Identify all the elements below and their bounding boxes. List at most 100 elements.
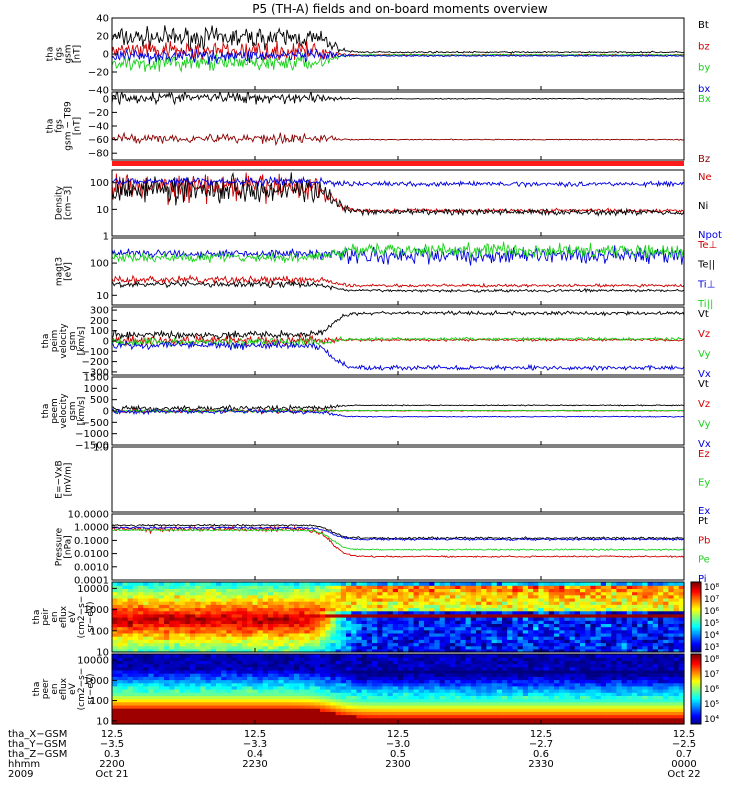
ylabel-line: eV — [68, 682, 78, 695]
ytick-label: 10000 — [77, 656, 109, 667]
colorbar-tick-label: 10⁴ — [704, 715, 719, 725]
ytick-label: 500 — [90, 395, 109, 406]
ylabel-line: peem — [50, 398, 60, 424]
ylabel-line: fgs — [55, 47, 65, 61]
ytick-label: 300 — [90, 306, 109, 317]
panel-8-traces — [112, 523, 684, 559]
time-axis-row-label: tha_Y−GSM — [8, 739, 67, 750]
legend-8-2: Pb — [698, 535, 710, 546]
ytick-label: −200 — [82, 357, 109, 368]
series-vy-line — [112, 408, 684, 415]
legend-4-3: Ti⊥ — [697, 279, 715, 290]
colorbar-tick-label: 10⁵ — [704, 700, 719, 710]
ylabel-line: (cm2−s− — [77, 596, 87, 639]
ylabel-line: gsm — [68, 331, 78, 350]
series-npot-line — [112, 175, 684, 189]
time-axis-value: Oct 21 — [95, 769, 128, 780]
ytick-label: 100 — [90, 326, 109, 337]
ylabel-line: [mV/m] — [64, 463, 74, 497]
series-vz-line — [112, 333, 684, 347]
legend-3-1: Ne — [698, 172, 712, 183]
ytick-label: 20 — [96, 32, 109, 43]
ytick-label: 10000 — [77, 584, 109, 595]
time-axis-row-label: hhmm — [8, 759, 40, 770]
ytick-label: 0 — [103, 407, 109, 418]
ytick-label: −1000 — [75, 429, 109, 440]
legend-6-1: Vt — [698, 379, 709, 390]
series-bt-line — [112, 25, 684, 54]
time-axis-value: 2230 — [242, 759, 267, 770]
ylabel-line: eflux — [59, 605, 69, 628]
ylabel-line: gsm − T89 — [64, 101, 74, 151]
ytick-label: 40 — [96, 14, 109, 25]
ylabel-line: peer — [41, 678, 51, 699]
ytick-label: 0 — [103, 50, 109, 61]
legend-6-2: Vz — [698, 399, 710, 410]
ytick-label: 1000 — [84, 676, 109, 687]
ytick-label: −40 — [88, 122, 109, 133]
ylabel-line: [nT] — [73, 45, 83, 63]
legend-8-4: Pi — [698, 574, 707, 585]
ylabel-line: E=−VxB — [55, 460, 65, 498]
colorbar-tick-label: 10⁵ — [704, 619, 719, 629]
series-ni-line — [112, 171, 684, 217]
time-axis-row-label: tha_X−GSM — [8, 729, 67, 740]
panel-frame — [111, 306, 685, 376]
ytick-label: −80 — [88, 149, 109, 160]
series-vt-line — [112, 309, 684, 340]
time-axis-value: 12.5 — [673, 729, 695, 740]
ytick-label: 0.1000 — [74, 536, 109, 547]
ytick-label: 100 — [90, 696, 109, 707]
ytick-label: −40 — [88, 86, 109, 97]
ylabel-line: tha — [32, 682, 42, 697]
ylabel-line: eV — [68, 610, 78, 623]
time-axis-value: 2300 — [385, 759, 410, 770]
ytick-label: 1000 — [84, 605, 109, 616]
colorbar: 10⁸ 10⁷ 10⁶ 10⁵ 10⁴ — [690, 653, 719, 725]
ytick-label: 0.0001 — [74, 576, 109, 587]
ylabel-line: velocity — [59, 323, 69, 359]
ytick-label: 0 — [103, 337, 109, 348]
time-axis-value: 0.5 — [390, 749, 406, 760]
series-te-line — [112, 279, 684, 294]
ytick-label: 10 — [96, 205, 109, 216]
colorbar-tick-label: 10³ — [704, 643, 719, 653]
time-axis-row-label: tha_Z−GSM — [8, 749, 67, 760]
ylabel-line: tha — [41, 334, 51, 349]
colorbar-tick-label: 10⁸ — [704, 655, 719, 665]
legend-2-2: Bz — [698, 154, 710, 165]
time-axis-value: 0.3 — [104, 749, 120, 760]
ylabel-line: [nPa] — [64, 535, 74, 558]
colorbar-tick-label: 10⁶ — [704, 607, 719, 617]
panel-frame — [111, 513, 685, 581]
ylabel-line: peim — [50, 330, 60, 353]
panel-1: Bt bz by bx 40 20 0 −20 −40 tha fgs gsm [nT] — [46, 14, 711, 97]
ylabel-line: gsm — [64, 44, 74, 63]
legend-3-3: Npot — [698, 230, 722, 241]
time-axis-value: 2200 — [99, 759, 124, 770]
legend-5-3: Vy — [698, 349, 711, 360]
ytick-label: −1500 — [75, 441, 109, 452]
colorbar-tick-label: 10⁴ — [704, 631, 719, 641]
panel-1-traces — [112, 25, 684, 73]
ylabel-line: eflux — [59, 677, 69, 700]
ylabel-line: (cm2−s− — [77, 668, 87, 711]
time-axis-value: −3.0 — [386, 739, 410, 750]
legend-7-1: Ez — [698, 449, 710, 460]
legend-6-3: Vy — [698, 419, 711, 430]
panel-frame — [111, 237, 685, 306]
ytick-label: −300 — [82, 367, 109, 378]
series-bx-line — [112, 48, 684, 65]
ylabel-line: tha — [46, 119, 56, 134]
legend-3-2: Ni — [698, 201, 708, 212]
colorbar-tick-label: 10⁷ — [704, 595, 719, 605]
panel-frame — [111, 91, 685, 161]
series-ti-line — [112, 241, 684, 264]
panel-8: Pt Pb Pe Pi 10.0000 1.0000 0.1000 0.0100 0.0010 0… — [55, 510, 711, 587]
panel-3: Ne Ni Npot 100 10 1 Density [cm−3] — [55, 169, 722, 243]
series-vt-line — [112, 403, 684, 413]
time-axis-value: 12.5 — [101, 729, 123, 740]
legend-1-2: bz — [698, 41, 710, 52]
ytick-label: 1.0 — [93, 443, 109, 454]
